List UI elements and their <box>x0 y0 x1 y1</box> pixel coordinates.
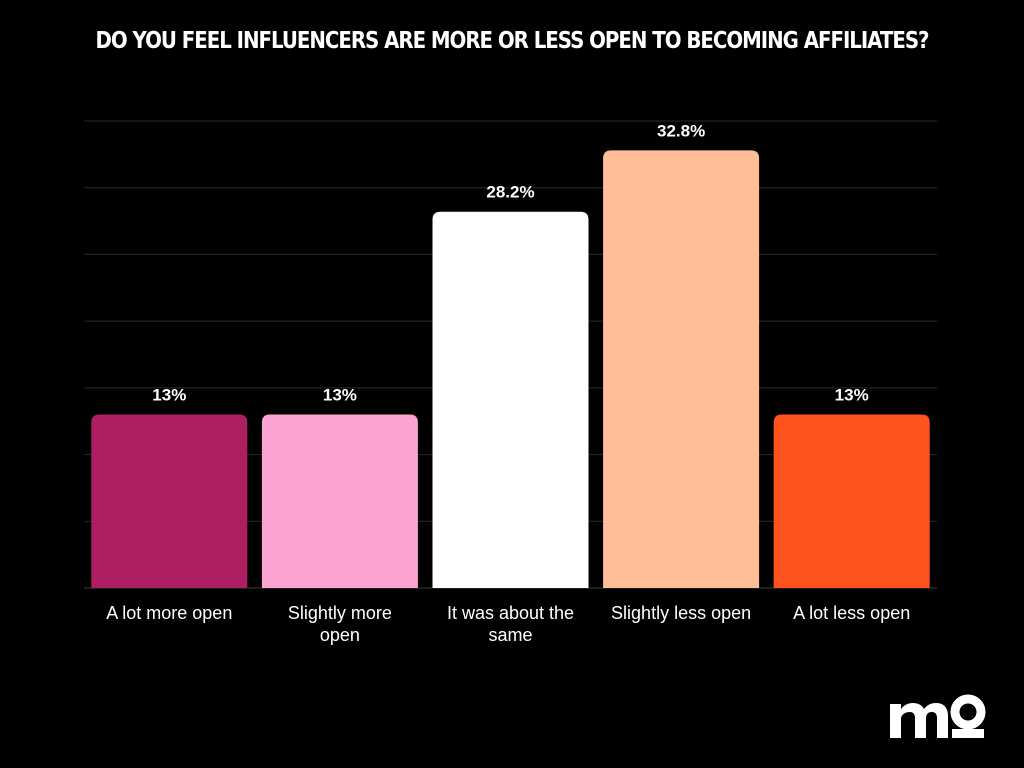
bar <box>91 414 248 588</box>
category-label: It was about the same <box>447 603 574 645</box>
category-label: A lot more open <box>106 603 232 623</box>
bar-value-label: 28.2% <box>486 183 534 202</box>
category-label-line: A lot less open <box>793 603 910 623</box>
bar <box>432 211 589 588</box>
bars <box>91 150 930 588</box>
category-label-line: A lot more open <box>106 603 232 623</box>
category-label-line: Slightly more <box>288 603 392 623</box>
value-labels: 13% 13% 28.2% 32.8% 13% <box>152 121 868 404</box>
category-label: Slightly less open <box>611 603 751 623</box>
category-label-line: It was about the <box>447 603 574 623</box>
category-label: A lot less open <box>793 603 910 623</box>
category-label-line: Slightly less open <box>611 603 751 623</box>
category-label-line: same <box>488 625 532 645</box>
bar-value-label: 13% <box>323 386 357 405</box>
bar <box>773 414 930 588</box>
category-label-line: open <box>320 625 360 645</box>
bar <box>603 150 760 588</box>
bar-value-label: 32.8% <box>657 121 705 140</box>
mo-logo-icon <box>890 694 986 738</box>
category-labels: A lot more open Slightly more open It was a… <box>106 603 910 645</box>
bar <box>261 414 418 588</box>
category-label: Slightly more open <box>288 603 392 645</box>
bar-value-label: 13% <box>835 386 869 405</box>
chart-title: DO YOU FEEL INFLUENCERS ARE MORE OR LESS… <box>95 28 929 54</box>
bar-value-label: 13% <box>152 386 186 405</box>
